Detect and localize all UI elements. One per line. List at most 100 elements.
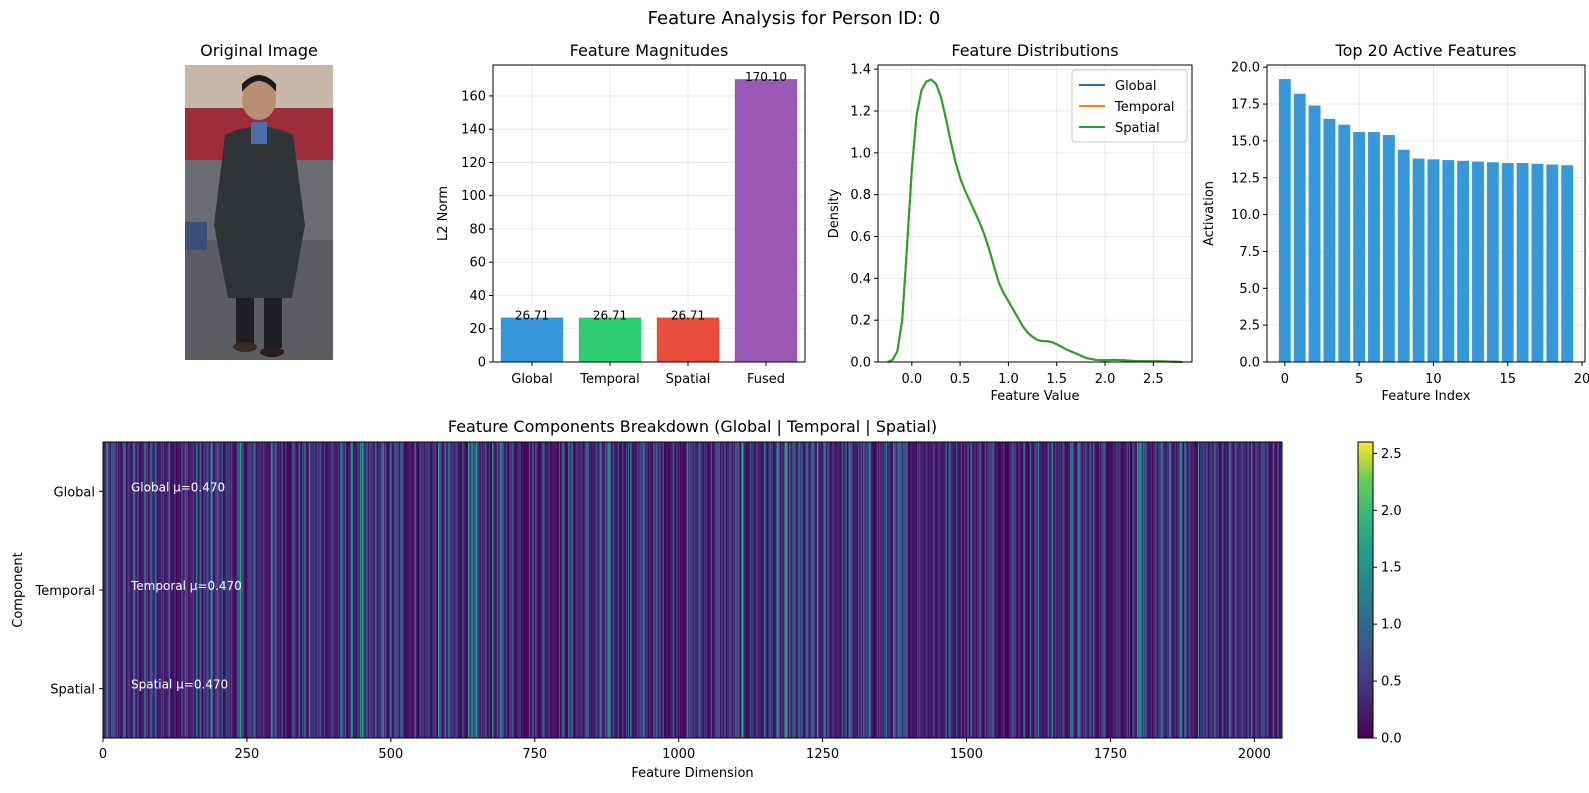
- heatmap-cell-column: [655, 442, 658, 738]
- heatmap-cell-column: [699, 442, 701, 738]
- heatmap-cell-column: [556, 442, 559, 738]
- heatmap-cell-column: [687, 442, 690, 738]
- chart-title: Feature Distributions: [951, 41, 1118, 60]
- x-tick-label: 1.0: [998, 372, 1019, 387]
- heatmap-cell-column: [765, 442, 767, 738]
- heatmap-cell-column: [808, 442, 811, 738]
- heatmap-cell-column: [928, 442, 930, 738]
- heatmap-cell-column: [1127, 442, 1130, 738]
- heatmap-cell-column: [1194, 442, 1196, 738]
- heatmap-cell-column: [316, 442, 318, 738]
- heatmap-cell-column: [669, 442, 671, 738]
- heatmap-cell-column: [1002, 442, 1004, 738]
- heatmap-cell-column: [334, 442, 336, 738]
- heatmap-cell-column: [585, 442, 587, 738]
- heatmap-cell-column: [145, 442, 148, 738]
- heatmap-cell-column: [590, 442, 592, 738]
- x-axis-label: Feature Value: [991, 389, 1080, 404]
- heatmap-cell-column: [479, 442, 481, 738]
- heatmap-cell-column: [1124, 442, 1126, 738]
- heatmap-cell-column: [969, 442, 972, 738]
- heatmap-cell-column: [1191, 442, 1193, 738]
- heatmap-cell-column: [875, 442, 878, 738]
- heatmap-cell-column: [657, 442, 660, 738]
- heatmap-cell-column: [659, 442, 661, 738]
- heatmap-cell-column: [831, 442, 834, 738]
- heatmap-cell-column: [158, 442, 160, 738]
- heatmap-cell-column: [502, 442, 504, 738]
- heatmap-cell-column: [1115, 442, 1117, 738]
- heatmap-cell-column: [1164, 442, 1167, 738]
- heatmap-cell-column: [1150, 442, 1153, 738]
- heatmap-cell-column: [1012, 442, 1015, 738]
- heatmap-cell-column: [497, 442, 500, 738]
- heatmap-cell-column: [401, 442, 403, 738]
- heatmap-cell-column: [1216, 442, 1218, 738]
- x-tick-label: 10: [1425, 372, 1442, 387]
- heatmap-cell-column: [279, 442, 281, 738]
- heatmap-cell-column: [1065, 442, 1067, 738]
- heatmap-cell-column: [1147, 442, 1149, 738]
- heatmap-cell-column: [304, 442, 306, 738]
- heatmap-cell-column: [549, 442, 552, 738]
- heatmap-cell-column: [366, 442, 369, 738]
- heatmap-cell-column: [792, 442, 795, 738]
- heatmap-cell-column: [367, 442, 370, 738]
- heatmap-cell-column: [1239, 442, 1241, 738]
- heatmap-cell-column: [1245, 442, 1247, 738]
- heatmap-cell-column: [276, 442, 279, 738]
- heatmap-cell-column: [872, 442, 874, 738]
- heatmap-cell-column: [743, 442, 745, 738]
- heatmap-cell-column: [898, 442, 901, 738]
- heatmap-cell-column: [632, 442, 635, 738]
- heatmap-cell-column: [1169, 442, 1171, 738]
- heatmap-cell-column: [107, 442, 110, 738]
- heatmap-cell-column: [906, 442, 909, 738]
- heatmap-cell-column: [602, 442, 605, 738]
- heatmap-cell-column: [570, 442, 572, 738]
- heatmap-cell-column: [138, 442, 141, 738]
- x-tick-label: Fused: [747, 372, 785, 387]
- heatmap-cell-column: [464, 442, 466, 738]
- heatmap-cell-column: [149, 442, 151, 738]
- heatmap-cell-column: [671, 442, 674, 738]
- heatmap-cell-column: [410, 442, 412, 738]
- heatmap-cell-column: [849, 442, 851, 738]
- heatmap-cell-column: [811, 442, 813, 738]
- heatmap-cell-column: [1196, 442, 1199, 738]
- heatmap-cell-column: [626, 442, 629, 738]
- heatmap-cell-column: [335, 442, 338, 738]
- heatmap-cell-column: [859, 442, 861, 738]
- heatmap-cell-column: [1009, 442, 1011, 738]
- heatmap-cell-column: [504, 442, 507, 738]
- heatmap-cell-column: [172, 442, 174, 738]
- heatmap-cell-column: [1123, 442, 1125, 738]
- heatmap-cell-column: [990, 442, 993, 738]
- heatmap-cell-column: [619, 442, 622, 738]
- heatmap-cell-column: [1056, 442, 1058, 738]
- heatmap-cell-column: [866, 442, 868, 738]
- y-tick-label: 2.5: [1239, 319, 1260, 334]
- heatmap-cell-column: [476, 442, 478, 738]
- heatmap-cell-column: [290, 442, 293, 738]
- heatmap-cell-column: [271, 442, 273, 738]
- heatmap-cell-column: [1235, 442, 1238, 738]
- heatmap-cell-column: [1040, 442, 1042, 738]
- heatmap-cell-column: [220, 442, 222, 738]
- heatmap-cell-column: [1232, 442, 1234, 738]
- heatmap-cell-column: [731, 442, 734, 738]
- heatmap-cell-column: [660, 442, 662, 738]
- heatmap-cell-column: [608, 442, 610, 738]
- heatmap-cell-column: [996, 442, 998, 738]
- heatmap-cell-column: [1238, 442, 1240, 738]
- heatmap-cell-column: [242, 442, 244, 738]
- heatmap-cell-column: [398, 442, 401, 738]
- heatmap-cell-column: [823, 442, 826, 738]
- heatmap-cell-column: [522, 442, 524, 738]
- heatmap-cell-column: [336, 442, 339, 738]
- heatmap-cell-column: [1033, 442, 1035, 738]
- heatmap-cell-column: [987, 442, 989, 738]
- legend: Global Temporal Spatial: [1071, 69, 1188, 143]
- heatmap-cell-column: [605, 442, 607, 738]
- heatmap-cell-column: [1131, 442, 1133, 738]
